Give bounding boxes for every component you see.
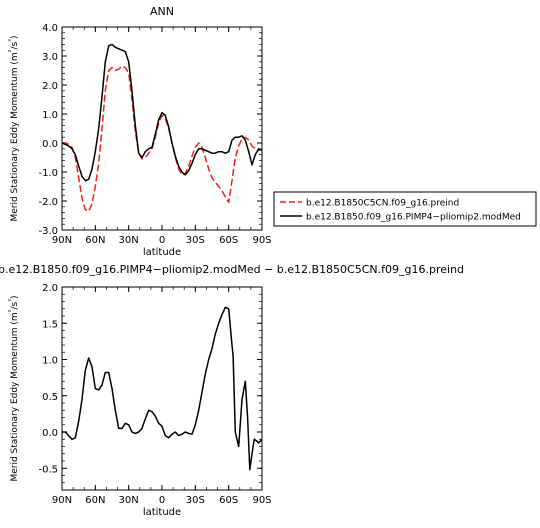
y-axis-label: Merid Stationary Eddy Momentum (m²/s²) [7,35,20,221]
x-tick-label: 0 [159,235,165,246]
y-tick-label: 1.5 [42,319,58,330]
y-tick-label: 0.0 [42,428,58,439]
x-tick-label: 90S [252,495,271,506]
chart-title: ANN [150,5,174,18]
series-line-1 [62,65,263,212]
y-axis-label: Merid Stationary Eddy Momentum (m²/s²) [7,295,20,481]
x-tick-label: 30S [186,235,205,246]
x-tick-label: 30N [119,235,139,246]
legend-label-1: b.e12.B1850C5CN.f09_g16.preind [306,199,459,209]
x-tick-label: 30S [186,495,205,506]
x-tick-label: 0 [159,495,165,506]
y-tick-label: 2.0 [42,283,58,294]
y-tick-label: 0.0 [42,139,58,150]
x-axis-label: latitude [143,247,181,258]
x-tick-label: 90N [52,235,72,246]
series-line-1 [62,306,263,471]
plot-frame [61,26,263,231]
x-tick-label: 90N [52,495,72,506]
legend-box [273,191,537,227]
legend-label-2: b.e12.B1850.f09_g16.PIMP4−pliomip2.modMe… [306,213,521,223]
y-tick-label: 3.0 [42,52,58,63]
plot-frame [61,286,263,491]
y-tick-label: -0.5 [38,464,58,475]
x-tick-label: 90S [252,235,271,246]
y-tick-label: -2.0 [38,197,58,208]
y-tick-label: 1.0 [42,110,58,121]
x-tick-label: 60S [219,495,238,506]
y-tick-label: -1.0 [38,168,58,179]
series-line-2 [61,43,263,182]
x-axis-label: latitude [143,507,181,518]
y-tick-label: 2.0 [42,81,58,92]
x-tick-label: 60N [85,495,105,506]
chart-1 [61,26,537,231]
chart-2 [61,286,263,491]
y-tick-label: 1.0 [42,356,58,367]
chart-title: b.e12.B1850.f09_g16.PIMP4−pliomip2.modMe… [0,263,464,276]
x-tick-label: 30N [119,495,139,506]
y-tick-label: 4.0 [42,23,58,34]
legend [273,191,537,227]
y-tick-label: 0.5 [42,392,58,403]
x-tick-label: 60S [219,235,238,246]
y-tick-label: -3.0 [38,226,58,237]
x-tick-label: 60N [85,235,105,246]
